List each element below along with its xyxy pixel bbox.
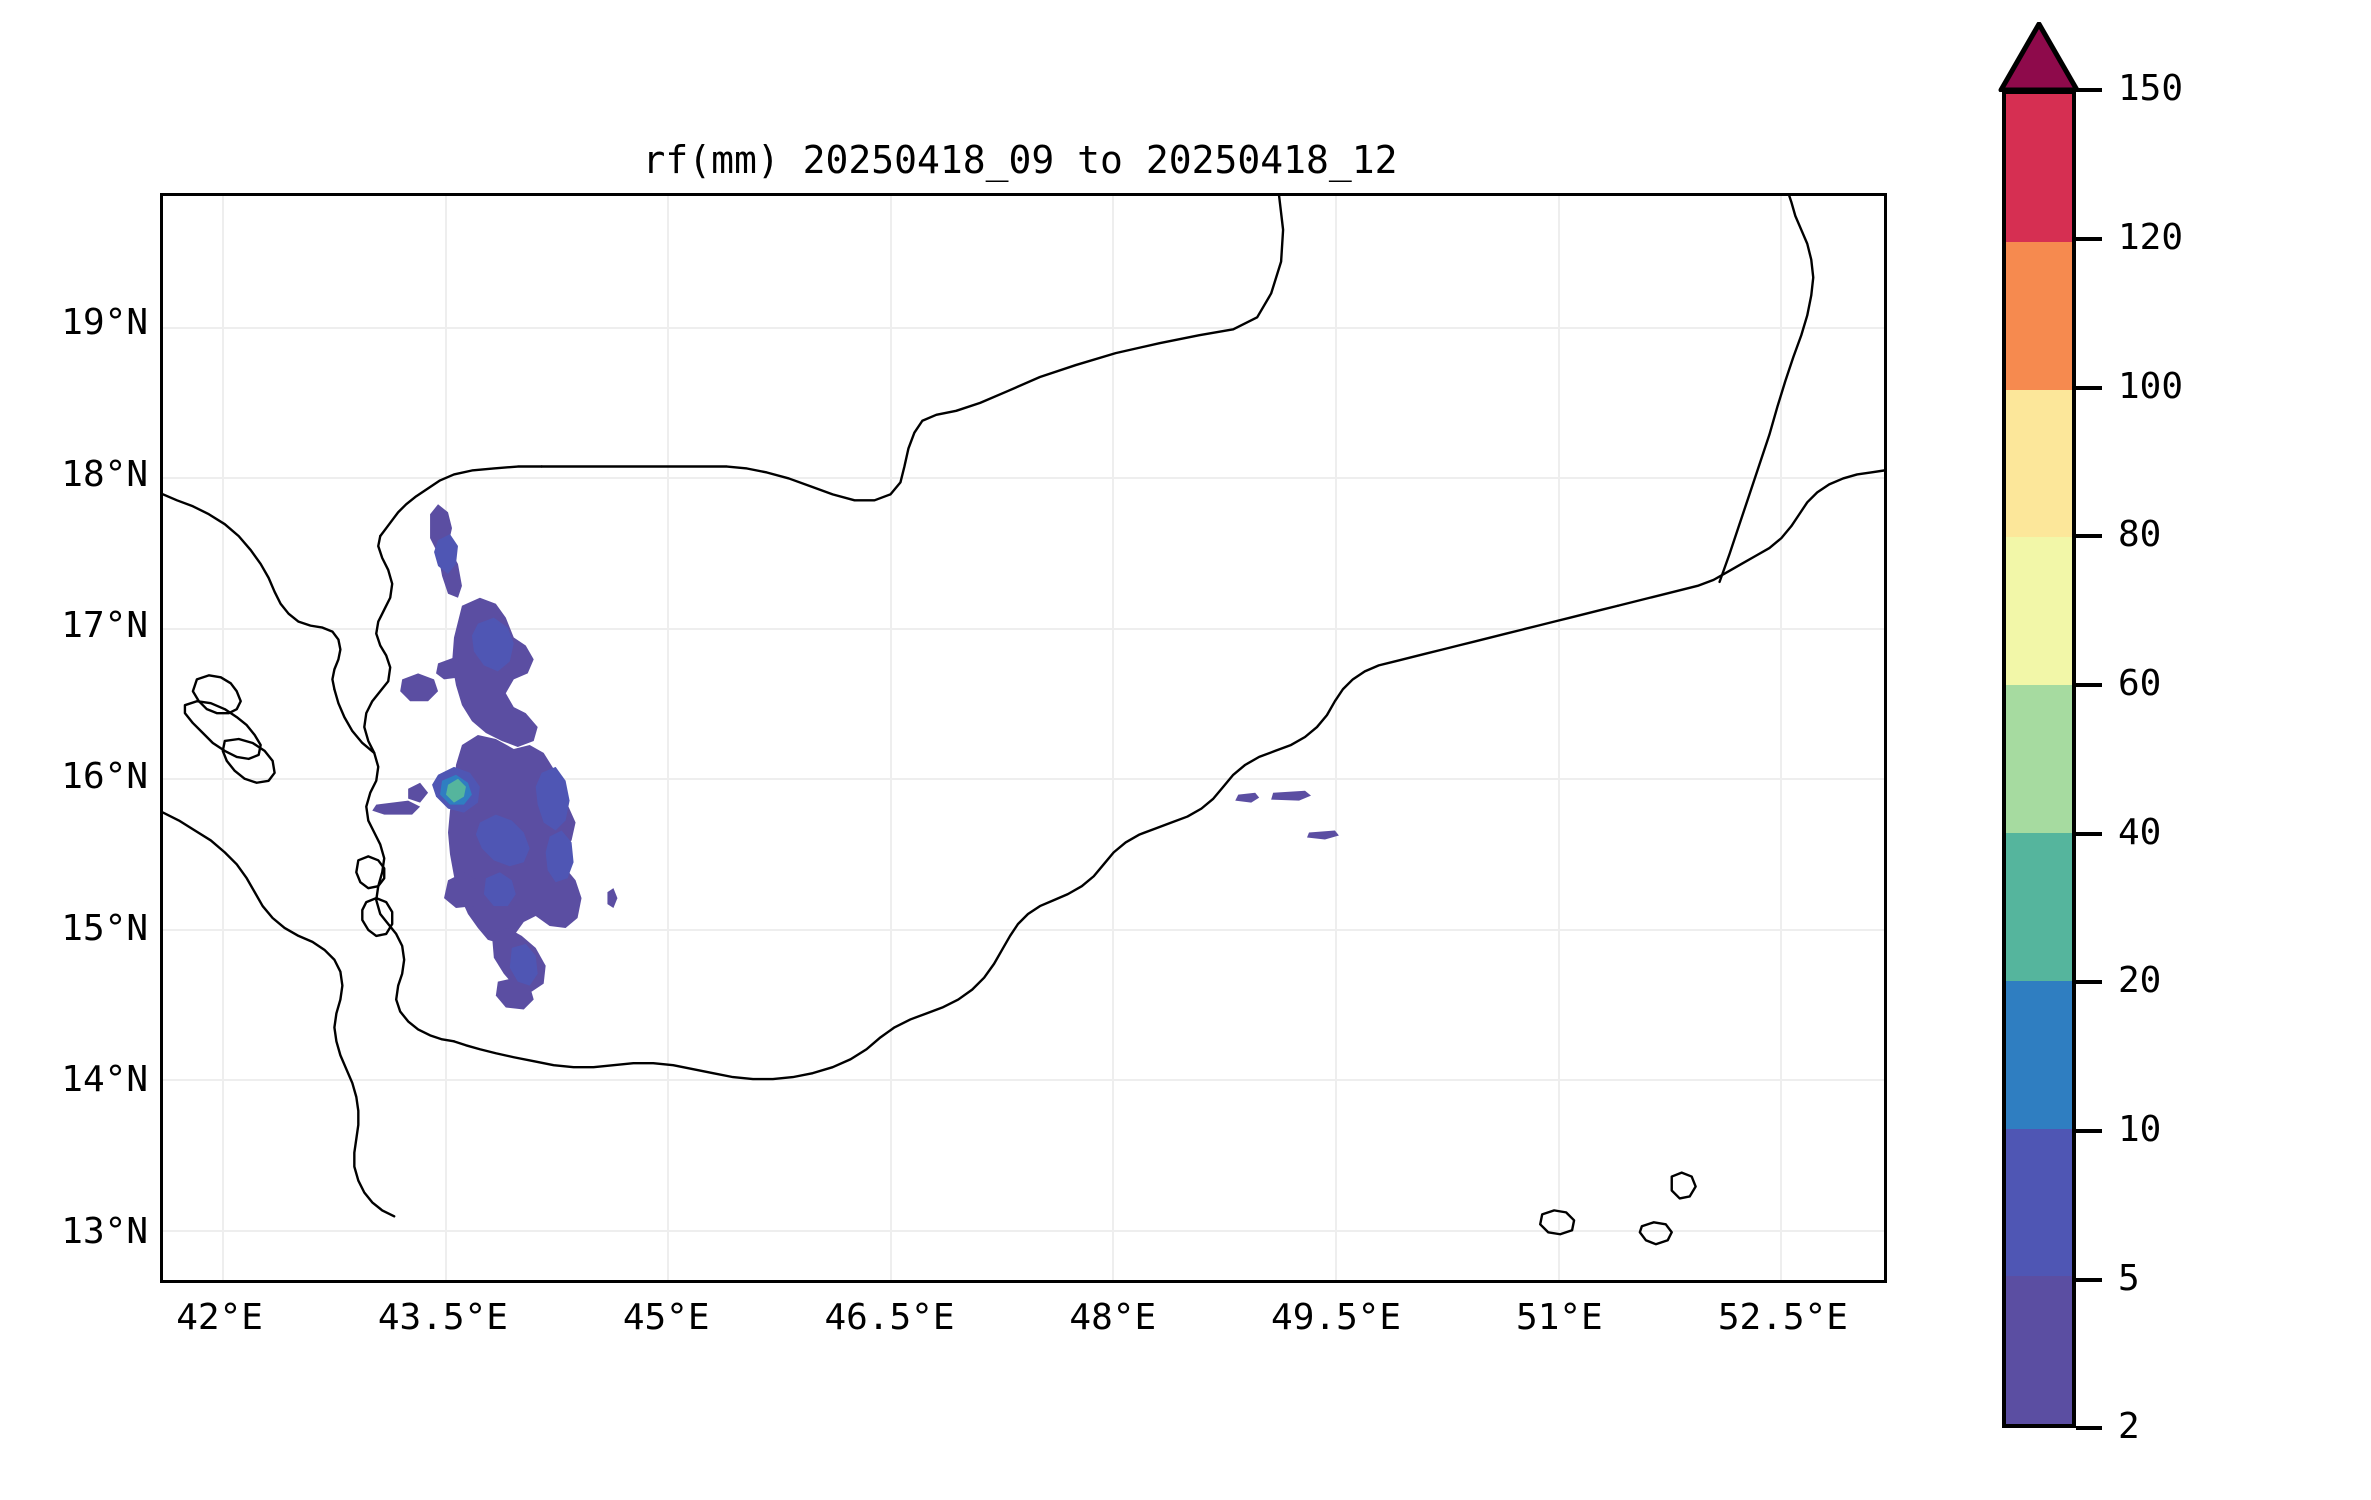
y-tick-14N: 14°N bbox=[61, 1059, 148, 1101]
cbar-segment-60-80 bbox=[2006, 537, 2072, 686]
cbar-label-120: 120 bbox=[2118, 217, 2184, 258]
y-axis-tick-labels: 19°N 18°N 17°N 16°N 15°N 14°N 13°N bbox=[20, 193, 148, 1283]
cbar-label-100: 100 bbox=[2118, 366, 2184, 407]
gridline-13N bbox=[163, 1229, 1884, 1232]
gridline-17N bbox=[163, 627, 1884, 630]
coastline-eritrea bbox=[163, 493, 342, 691]
cbar-segment-2-5 bbox=[2006, 1276, 2072, 1424]
border-yemen-saudi-north bbox=[540, 196, 1285, 502]
cbar-segment-80-100 bbox=[2006, 389, 2072, 538]
cbar-label-5: 5 bbox=[2118, 1258, 2140, 1299]
gridline-52p5E bbox=[1780, 196, 1783, 1280]
island-southeast-1 bbox=[1539, 1209, 1576, 1236]
border-eritrea-djibouti bbox=[333, 688, 376, 755]
gridline-49p5E bbox=[1335, 196, 1337, 1280]
cbar-tick-2 bbox=[2076, 1426, 2102, 1430]
gridline-18N bbox=[163, 476, 1884, 479]
cbar-segment-100-120 bbox=[2006, 241, 2072, 390]
cbar-tick-150 bbox=[2076, 88, 2102, 92]
x-axis-tick-labels: 42°E 43.5°E 45°E 46.5°E 48°E 49.5°E 51°E… bbox=[160, 1297, 1887, 1357]
gridline-45E bbox=[667, 196, 670, 1280]
gridline-51E bbox=[1557, 196, 1560, 1280]
gridline-48E bbox=[1112, 196, 1115, 1280]
island-southeast-3 bbox=[1670, 1171, 1697, 1200]
rain-band-east-cells bbox=[1235, 790, 1339, 840]
y-tick-15N: 15°N bbox=[61, 907, 148, 949]
coastline-red-sea bbox=[363, 534, 456, 1043]
gridline-14N bbox=[163, 1079, 1884, 1082]
x-tick-46p5E: 46.5°E bbox=[824, 1297, 955, 1338]
x-tick-45E: 45°E bbox=[622, 1297, 710, 1338]
colorbar-gradient-body bbox=[2002, 90, 2076, 1428]
rainfall-contour-layer bbox=[372, 504, 1339, 1010]
y-tick-18N: 18°N bbox=[61, 453, 148, 495]
y-tick-17N: 17°N bbox=[61, 604, 148, 646]
coastline-arabian-sea bbox=[1616, 469, 1884, 607]
y-tick-19N: 19°N bbox=[61, 302, 148, 344]
x-tick-48E: 48°E bbox=[1069, 1297, 1157, 1338]
title-line-valid-period: rf(mm) 20250418_09 to 20250418_12 bbox=[642, 138, 1398, 182]
colorbar-extend-arrow-icon bbox=[1998, 22, 2080, 92]
cbar-tick-10 bbox=[2076, 1129, 2102, 1133]
gridline-43p5E bbox=[444, 196, 447, 1280]
cbar-label-60: 60 bbox=[2118, 663, 2162, 704]
cbar-tick-120 bbox=[2076, 237, 2102, 241]
cbar-tick-100 bbox=[2076, 386, 2102, 390]
gridline-16N bbox=[163, 778, 1884, 781]
island-dahlak-2 bbox=[183, 700, 262, 761]
map-inner bbox=[163, 196, 1884, 1280]
cbar-tick-80 bbox=[2076, 534, 2102, 538]
x-tick-51E: 51°E bbox=[1516, 1297, 1603, 1338]
cbar-tick-20 bbox=[2076, 980, 2102, 984]
border-djibouti-ethiopia bbox=[163, 811, 396, 1218]
coastline-border-layer bbox=[163, 196, 1884, 1246]
cbar-label-150: 150 bbox=[2118, 68, 2184, 109]
cbar-label-20: 20 bbox=[2118, 960, 2162, 1001]
x-tick-42E: 42°E bbox=[176, 1297, 263, 1338]
cbar-segment-5-10 bbox=[2006, 1128, 2072, 1277]
island-dahlak-3 bbox=[221, 737, 276, 784]
cbar-label-80: 80 bbox=[2118, 514, 2162, 555]
cbar-segment-40-60 bbox=[2006, 685, 2072, 833]
gridline-46p5E bbox=[889, 196, 892, 1280]
island-hanish bbox=[361, 896, 394, 938]
gridline-42E bbox=[222, 196, 225, 1280]
cbar-segment-20-40 bbox=[2006, 832, 2072, 981]
rain-band-5-10 bbox=[432, 534, 574, 986]
map-plot-area bbox=[160, 193, 1887, 1283]
y-tick-13N: 13°N bbox=[61, 1210, 148, 1252]
cbar-tick-5 bbox=[2076, 1278, 2102, 1282]
cbar-segment-120-150 bbox=[2006, 94, 2072, 242]
cbar-label-40: 40 bbox=[2118, 812, 2162, 853]
gridline-19N bbox=[163, 326, 1884, 329]
x-tick-43p5E: 43.5°E bbox=[377, 1297, 508, 1338]
island-kamaran bbox=[355, 855, 386, 890]
cbar-tick-40 bbox=[2076, 832, 2102, 836]
island-dahlak-1 bbox=[191, 674, 242, 715]
x-tick-49p5E: 49.5°E bbox=[1271, 1297, 1402, 1338]
cbar-segment-10-20 bbox=[2006, 980, 2072, 1129]
gridline-15N bbox=[163, 928, 1884, 931]
border-yemen-oman bbox=[1718, 196, 1815, 584]
cbar-label-2: 2 bbox=[2118, 1406, 2140, 1447]
cbar-label-10: 10 bbox=[2118, 1109, 2162, 1150]
cbar-tick-60 bbox=[2076, 683, 2102, 687]
border-yemen-saudi-west bbox=[379, 465, 543, 538]
y-tick-16N: 16°N bbox=[61, 756, 148, 798]
rain-band-20-40 bbox=[446, 778, 466, 803]
colorbar bbox=[1998, 22, 2080, 1428]
island-southeast-2 bbox=[1638, 1221, 1673, 1246]
x-tick-52p5E: 52.5°E bbox=[1717, 1297, 1848, 1338]
coastline-gulf-of-aden bbox=[452, 604, 1620, 1081]
